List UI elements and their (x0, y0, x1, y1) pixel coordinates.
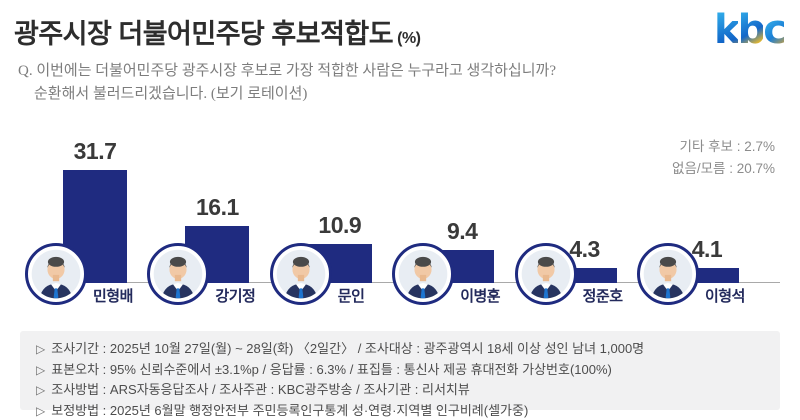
value-label: 10.9 (318, 212, 362, 238)
value-label: 4.1 (691, 236, 723, 262)
footnote-line: ▷ 표본오차 : 95% 신뢰수준에서 ±3.1%p / 응답률 : 6.3% /… (36, 361, 612, 377)
question-line-1: Q. 이번에는 더불어민주당 광주시장 후보로 가장 적합한 사람은 누구라고 … (18, 63, 556, 79)
candidate-photo-image (31, 249, 81, 299)
candidate-photo (147, 243, 210, 305)
title-text: 광주시장 더불어민주당 후보적합도 (14, 19, 394, 49)
candidate-photo (269, 243, 332, 305)
survey-question: Q. 이번에는 더불어민주당 광주시장 후보로 가장 적합한 사람은 누구라고 … (18, 60, 556, 106)
candidate-name: 정준호 (582, 288, 623, 305)
note-other-candidates: 기타 후보 : 2.7% (679, 139, 775, 154)
candidate-name: 이형석 (705, 288, 745, 305)
logo-letter-k: k (714, 7, 741, 53)
footnote-line: ▷ 조사방법 : ARS자동응답조사 / 조사주관 : KBC광주방송 / 조사기… (36, 382, 470, 397)
triangle-bullet-icon: ▷ (36, 362, 46, 377)
page-title: 광주시장 더불어민주당 후보적합도 (%) (14, 12, 421, 51)
question-line-2: 순환해서 불러드리겠습니다. (보기 로테이션) (34, 86, 308, 102)
value-label: 31.7 (73, 138, 117, 164)
value-label: 16.1 (196, 194, 239, 220)
title-unit: (%) (397, 30, 421, 47)
candidate-photo-image (276, 249, 326, 299)
candidate-name: 강기정 (215, 288, 256, 305)
bar-chart: 31.7 민형배 16.1 강기정 10.9 (0, 108, 800, 305)
candidate-photo (392, 243, 455, 305)
kbc-logo: kbc (714, 7, 787, 53)
candidate-photo-image (154, 249, 203, 299)
methodology-footnotes: ▷ 조사기간 : 2025년 10월 27일(월) ~ 28일(화) 〈2일간〉 … (20, 331, 780, 418)
triangle-bullet-icon: ▷ (36, 403, 46, 418)
candidate-photo (514, 243, 577, 305)
value-label: 9.4 (446, 218, 478, 244)
candidate-photo-image (398, 249, 448, 299)
footnote-line: ▷ 조사기간 : 2025년 10월 27일(월) ~ 28일(화) 〈2일간〉 … (36, 341, 645, 356)
logo-letter-c: c (763, 7, 787, 53)
candidate-photo-image (643, 249, 693, 299)
candidate-photo (25, 243, 87, 305)
candidate-photo-image (521, 249, 570, 299)
triangle-bullet-icon: ▷ (36, 342, 46, 356)
triangle-bullet-icon: ▷ (36, 383, 46, 397)
candidate-name: 이병훈 (460, 288, 501, 305)
note-none-dontknow: 없음/모름 : 20.7% (672, 161, 775, 176)
other-responses-note: 기타 후보 : 2.7% 없음/모름 : 20.7% (672, 136, 775, 180)
footnote-line: ▷ 보정방법 : 2025년 6월말 행정안전부 주민등록인구통계 성·연령·지역… (36, 402, 529, 418)
candidate-photo (637, 243, 699, 305)
candidate-name: 문인 (337, 288, 365, 305)
value-label: 4.3 (569, 236, 600, 262)
candidate-name: 민형배 (93, 288, 133, 305)
logo-letter-b: b (737, 7, 767, 53)
